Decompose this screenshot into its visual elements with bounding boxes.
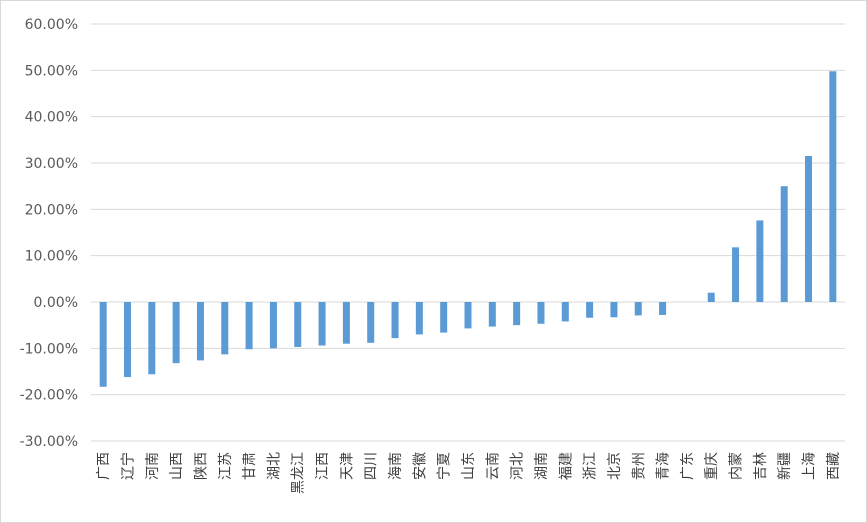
category-label: 福建 <box>558 452 574 480</box>
bar-6 <box>245 302 253 350</box>
bar-16 <box>488 302 496 327</box>
category-label: 西藏 <box>826 452 842 480</box>
bar-4 <box>196 302 204 361</box>
y-tick-label: 40.00% <box>25 110 78 126</box>
bar-22 <box>634 302 642 316</box>
bar-30 <box>829 71 837 302</box>
category-label: 江苏 <box>218 452 234 480</box>
y-tick-label: 20.00% <box>25 202 78 218</box>
y-tick-label: -30.00% <box>20 434 78 450</box>
bar-28 <box>780 186 788 302</box>
bar-26 <box>732 247 740 302</box>
y-tick-label: 0.00% <box>34 295 78 311</box>
bar-17 <box>513 302 521 326</box>
category-label: 山东 <box>461 452 477 480</box>
bar-18 <box>537 302 545 324</box>
category-label: 山西 <box>169 452 185 480</box>
y-tick-label: 10.00% <box>25 249 78 265</box>
bar-19 <box>561 302 569 322</box>
category-label: 云南 <box>485 452 501 480</box>
category-label: 海南 <box>388 452 404 480</box>
bar-0 <box>99 302 107 387</box>
category-label: 广西 <box>96 452 112 480</box>
category-label: 青海 <box>656 452 672 480</box>
bar-10 <box>342 302 350 344</box>
bar-14 <box>440 302 448 333</box>
category-label: 天津 <box>339 452 355 480</box>
y-tick-label: 30.00% <box>25 156 78 172</box>
bar-3 <box>172 302 180 364</box>
bar-13 <box>415 302 423 335</box>
y-tick-label: -20.00% <box>20 388 78 404</box>
bar-27 <box>756 220 764 302</box>
category-label: 重庆 <box>704 452 720 480</box>
category-label: 广东 <box>680 452 696 480</box>
category-label: 陕西 <box>193 452 209 480</box>
category-label: 四川 <box>364 452 380 480</box>
category-label: 辽宁 <box>119 452 136 480</box>
category-label: 内蒙 <box>729 452 745 480</box>
bar-12 <box>391 302 399 339</box>
bar-5 <box>221 302 229 355</box>
bar-9 <box>318 302 326 346</box>
bar-25 <box>707 292 715 302</box>
category-label: 北京 <box>607 452 623 480</box>
category-label: 江西 <box>315 452 331 480</box>
bar-21 <box>610 302 618 318</box>
bar-20 <box>586 302 594 318</box>
category-label: 浙江 <box>583 452 599 480</box>
category-label: 湖南 <box>534 452 550 480</box>
y-tick-label: -10.00% <box>20 341 78 357</box>
bar-1 <box>123 302 131 378</box>
bar-23 <box>659 302 667 315</box>
category-label: 宁夏 <box>436 452 453 480</box>
bar-7 <box>269 302 277 349</box>
category-label: 湖北 <box>266 452 282 480</box>
bar-15 <box>464 302 472 329</box>
category-label: 甘肃 <box>242 452 258 480</box>
category-label: 新疆 <box>777 452 793 480</box>
category-label: 吉林 <box>753 452 769 480</box>
bar-29 <box>805 156 813 302</box>
category-label: 河北 <box>510 452 526 480</box>
category-label: 河南 <box>145 452 161 480</box>
bar-11 <box>367 302 375 343</box>
bar-8 <box>294 302 302 347</box>
y-tick-label: 60.00% <box>25 17 78 33</box>
category-label: 黑龙江 <box>291 452 307 494</box>
y-tick-label: 50.00% <box>25 63 78 79</box>
category-label: 安徽 <box>412 452 428 480</box>
category-label: 贵州 <box>631 452 647 480</box>
bar-2 <box>148 302 156 375</box>
category-label: 上海 <box>802 452 818 480</box>
